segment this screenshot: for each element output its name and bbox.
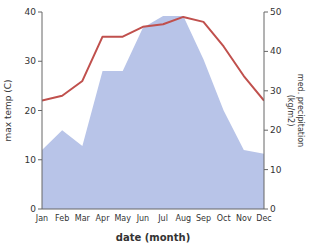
x-tick-label: Jan [35, 214, 48, 223]
x-tick-label: May [114, 214, 131, 223]
x-axis-label: date (month) [116, 232, 190, 243]
y2-tick [264, 130, 268, 131]
y-tick-label: 0 [30, 204, 36, 214]
x-tick-label: Jul [157, 214, 168, 223]
y2-tick [264, 12, 268, 13]
y2-tick-label: 40 [270, 46, 282, 56]
y-tick [38, 61, 42, 62]
plot-area [42, 16, 264, 209]
y2-tick-label: 10 [270, 165, 282, 175]
x-tick-label: Nov [236, 214, 252, 223]
x-axis-line [42, 209, 264, 210]
y2-tick-label: 0 [270, 204, 276, 214]
x-tick-label: Feb [55, 214, 69, 223]
x-tick-label: Sep [196, 214, 211, 223]
temperature-line [42, 17, 264, 101]
y-tick-label: 30 [25, 56, 37, 66]
y2-tick [264, 169, 268, 170]
precipitation-area [42, 16, 264, 209]
x-tick-label: Mar [75, 214, 91, 223]
chart: 0 10 20 30 40 0 10 20 30 40 50 Jan Feb Mar AprMay Jun Ju… [0, 0, 318, 247]
y2-tick [264, 90, 268, 91]
y2-tick [264, 209, 268, 210]
y2-axis-label: med. precipitation(kg/m2) [286, 74, 305, 147]
y-tick [38, 209, 42, 210]
y2-tick-label: 50 [270, 7, 282, 17]
x-tick-label: Jun [136, 214, 150, 223]
y-tick [38, 159, 42, 160]
y-axis-label: max temp (C) [3, 79, 13, 141]
y2-tick-label: 30 [270, 86, 282, 96]
y-tick-label: 10 [25, 155, 37, 165]
y2-tick-label: 20 [270, 125, 282, 135]
y-tick [38, 110, 42, 111]
y-tick-label: 20 [25, 106, 37, 116]
y2-axis-line [264, 12, 265, 209]
x-tick-label: Apr [96, 214, 111, 223]
y-tick [38, 12, 42, 13]
axes [38, 12, 268, 209]
x-tick-label: Aug [175, 214, 191, 223]
x-tick-label: Dec [256, 214, 271, 223]
x-tick-label: Oct [217, 214, 231, 223]
y-tick-label: 40 [25, 7, 37, 17]
y2-tick [264, 51, 268, 52]
